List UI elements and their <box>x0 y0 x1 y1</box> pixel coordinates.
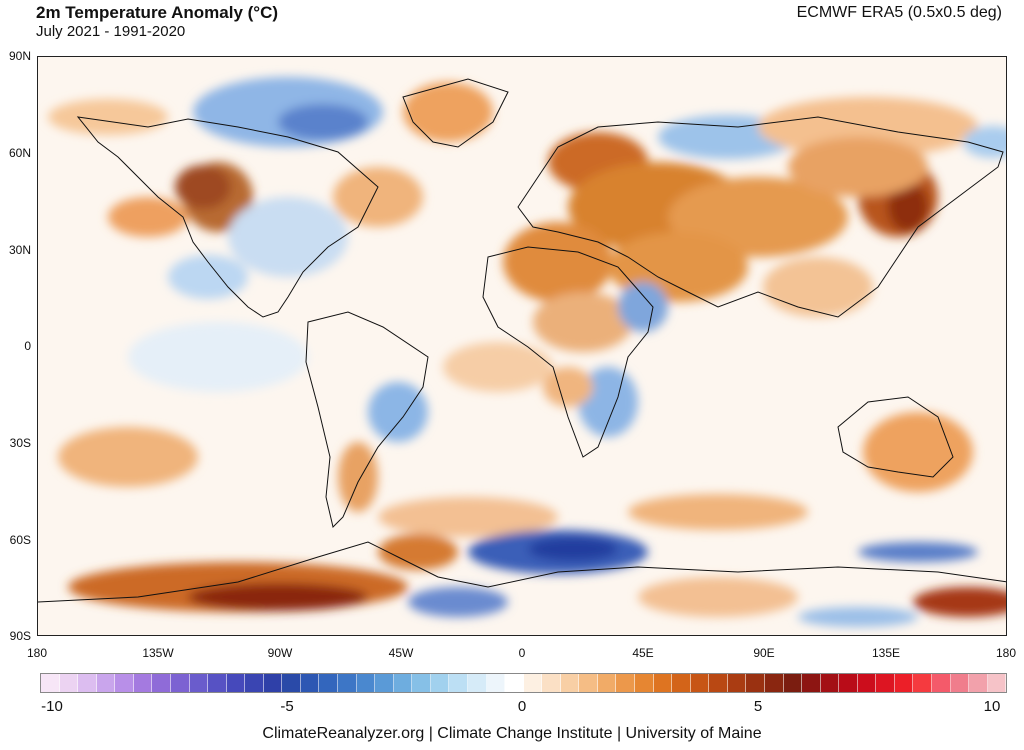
colorbar-swatch <box>449 674 468 692</box>
colorbar-swatch <box>245 674 264 692</box>
colorbar-swatch <box>338 674 357 692</box>
lon-label-180w: 180 <box>26 646 48 660</box>
colorbar-swatch <box>300 674 320 692</box>
lat-label-90n: 90N <box>8 49 31 63</box>
colorbar-swatch <box>78 674 97 692</box>
colorbar-swatch <box>152 674 171 692</box>
colorbar <box>40 673 1007 693</box>
colorbar-swatch <box>987 674 1007 692</box>
colorbar-swatch <box>672 674 691 692</box>
colorbar-label-0: 0 <box>517 698 527 715</box>
colorbar-label-minus5: -5 <box>280 698 294 715</box>
colorbar-swatch <box>876 674 895 692</box>
colorbar-swatch <box>115 674 134 692</box>
colorbar-swatch <box>597 674 617 692</box>
colorbar-swatch <box>783 674 803 692</box>
anomaly-map <box>37 56 1007 636</box>
colorbar-swatch <box>375 674 394 692</box>
lon-label-45w: 45W <box>388 646 414 660</box>
colorbar-swatch <box>486 674 506 692</box>
lat-label-30s: 30S <box>9 436 31 450</box>
map-subtitle: July 2021 - 1991-2020 <box>36 23 186 40</box>
lat-label-90s: 90S <box>9 629 31 643</box>
colorbar-swatch <box>226 674 246 692</box>
anomaly-field <box>38 57 1006 635</box>
colorbar-swatch <box>746 674 765 692</box>
lat-label-60s: 60S <box>9 533 31 547</box>
colorbar-swatch <box>560 674 580 692</box>
lon-label-45e: 45E <box>632 646 654 660</box>
colorbar-swatch <box>263 674 283 692</box>
colorbar-swatch <box>579 674 598 692</box>
lat-label-0: 0 <box>24 339 31 353</box>
colorbar-swatch <box>319 674 338 692</box>
colorbar-swatch <box>709 674 728 692</box>
colorbar-label-5: 5 <box>753 698 763 715</box>
colorbar-label-10: 10 <box>983 698 1001 715</box>
lat-label-60n: 60N <box>8 146 31 160</box>
colorbar-swatch <box>690 674 710 692</box>
lon-label-0: 0 <box>518 646 526 660</box>
colorbar-swatch <box>41 674 60 692</box>
colorbar-swatch <box>857 674 877 692</box>
colorbar-swatch <box>635 674 654 692</box>
credit-footer: ClimateReanalyzer.org | Climate Change I… <box>262 725 762 742</box>
coastlines <box>38 78 1006 603</box>
colorbar-swatch <box>820 674 840 692</box>
colorbar-label-minus10: -10 <box>41 698 63 715</box>
colorbar-swatch <box>616 674 635 692</box>
colorbar-swatch <box>802 674 821 692</box>
colorbar-swatch <box>430 674 450 692</box>
colorbar-swatch <box>727 674 747 692</box>
map-title: 2m Temperature Anomaly (°C) <box>36 3 279 22</box>
colorbar-swatch <box>356 674 376 692</box>
colorbar-swatch <box>505 674 524 692</box>
colorbar-swatch <box>189 674 209 692</box>
colorbar-swatch <box>467 674 487 692</box>
colorbar-swatch <box>894 674 914 692</box>
colorbar-swatch <box>653 674 673 692</box>
colorbar-swatch <box>542 674 561 692</box>
colorbar-swatch <box>282 674 301 692</box>
lon-label-135e: 135E <box>871 646 901 660</box>
lat-label-30n: 30N <box>8 243 31 257</box>
colorbar-swatch <box>59 674 79 692</box>
colorbar-swatch <box>932 674 951 692</box>
colorbar-swatch <box>208 674 227 692</box>
dataset-label: ECMWF ERA5 (0.5x0.5 deg) <box>796 4 1002 21</box>
colorbar-swatch <box>170 674 190 692</box>
colorbar-swatch <box>913 674 932 692</box>
colorbar-swatch <box>839 674 858 692</box>
colorbar-swatch <box>969 674 988 692</box>
colorbar-swatch <box>96 674 116 692</box>
lon-label-90e: 90E <box>753 646 775 660</box>
lon-label-135w: 135W <box>142 646 174 660</box>
colorbar-swatch <box>412 674 431 692</box>
colorbar-swatch <box>950 674 970 692</box>
lon-label-180e: 180 <box>995 646 1017 660</box>
colorbar-swatch <box>764 674 784 692</box>
colorbar-swatch <box>523 674 543 692</box>
colorbar-swatch <box>393 674 413 692</box>
lon-label-90w: 90W <box>267 646 293 660</box>
colorbar-swatch <box>133 674 153 692</box>
